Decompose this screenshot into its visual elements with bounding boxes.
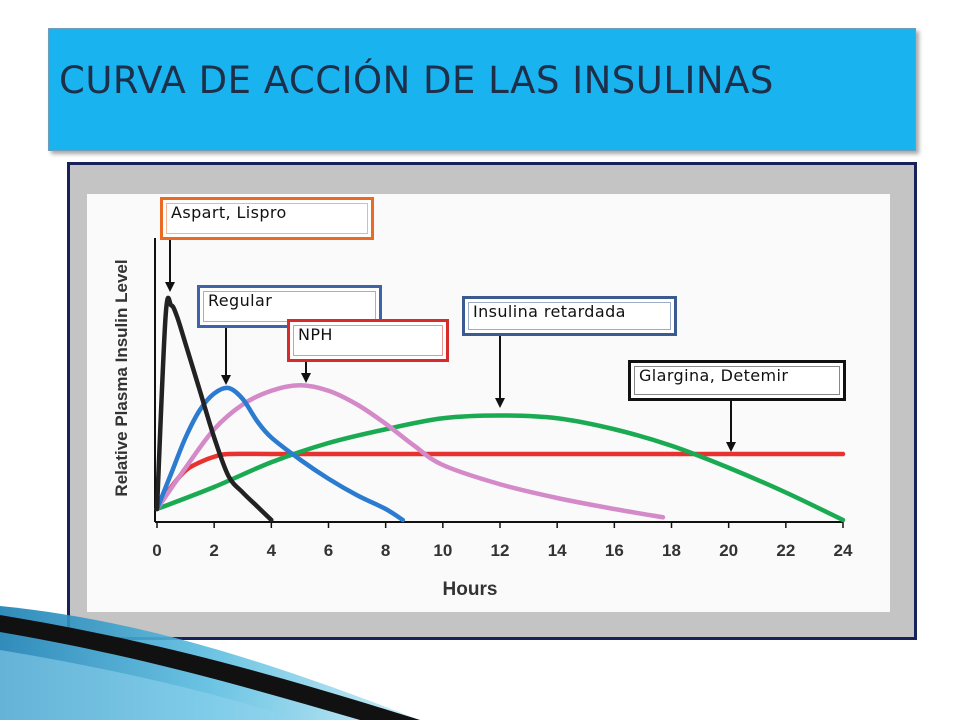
- x-tick-label: 14: [548, 541, 567, 560]
- x-tick-label: 10: [433, 541, 452, 560]
- label-nph: NPH: [287, 319, 449, 362]
- label-regular-text: Regular: [208, 291, 273, 310]
- x-tick-label: 24: [834, 541, 853, 560]
- x-tick-label: 0: [152, 541, 161, 560]
- arrow-aspart-head: [165, 282, 175, 292]
- slide-title: CURVA DE ACCIÓN DE LAS INSULINAS: [59, 59, 774, 102]
- series-line-regular: [154, 385, 406, 523]
- x-tick-label: 20: [719, 541, 738, 560]
- corner-swoosh-light: [0, 650, 300, 720]
- arrow-glargina-head: [726, 442, 736, 452]
- title-banner: CURVA DE ACCIÓN DE LAS INSULINAS: [48, 28, 916, 151]
- x-tick-label: 12: [491, 541, 510, 560]
- x-tick-label: 18: [662, 541, 681, 560]
- x-tick-label: 22: [776, 541, 795, 560]
- plot-area: [87, 194, 890, 612]
- y-axis-title: Relative Plasma Insulin Level: [112, 259, 131, 496]
- label-retardada-text: Insulina retardada: [473, 302, 626, 321]
- label-insulina-retardada: Insulina retardada: [462, 296, 677, 336]
- x-tick-label: 6: [324, 541, 333, 560]
- arrow-retardada-head: [495, 398, 505, 408]
- label-nph-text: NPH: [298, 325, 333, 344]
- series-line-nph: [154, 383, 666, 520]
- corner-swoosh-dark: [0, 615, 420, 720]
- x-tick-label: 16: [605, 541, 624, 560]
- x-tick-label: 2: [209, 541, 218, 560]
- x-tick-label: 4: [267, 541, 277, 560]
- series-line-aspart-lispro: [154, 295, 274, 523]
- x-axis-title: Hours: [443, 579, 498, 600]
- label-glargina-detemir: Glargina, Detemir: [628, 360, 846, 401]
- label-glargina-text: Glargina, Detemir: [639, 366, 789, 385]
- arrow-regular-head: [221, 375, 231, 385]
- label-aspart-text: Aspart, Lispro: [171, 203, 287, 222]
- arrow-nph-head: [301, 373, 311, 383]
- series-line-insulina-retardada: [154, 413, 846, 523]
- x-tick-label: 8: [381, 541, 390, 560]
- label-aspart-lispro: Aspart, Lispro: [160, 197, 374, 240]
